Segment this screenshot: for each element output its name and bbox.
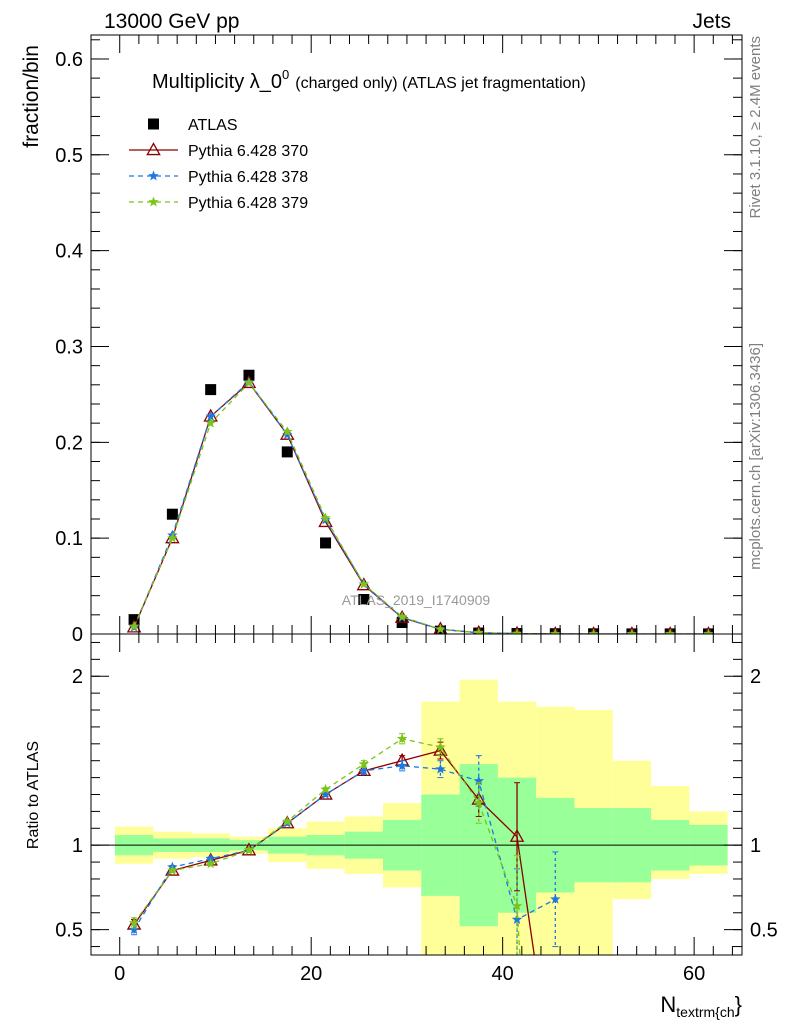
data-point: [167, 532, 178, 543]
data-point: [205, 384, 217, 396]
ratio-point: [282, 816, 293, 826]
ratio-point: [509, 828, 525, 842]
ratio-point: [128, 924, 140, 935]
xtick-label: 0: [114, 963, 125, 985]
main-ytick-label: 0: [72, 624, 83, 646]
legend-marker: [148, 196, 159, 207]
data-point: [473, 627, 484, 634]
data-point: [396, 611, 408, 622]
legend: ATLAS Pythia 6.428 370 Pythia 6.428 378 Pyt…: [129, 117, 308, 212]
main-ytick-label: 0.5: [55, 145, 83, 167]
ratio-ytick-label-right: 2: [750, 666, 761, 688]
x-axis-label: Ntextrm{ch}: [660, 992, 742, 1020]
data-point: [550, 628, 561, 634]
xtick-label: 20: [300, 963, 322, 985]
ratio-ylabel: Ratio to ATLAS: [25, 741, 42, 849]
data-point: [703, 628, 714, 634]
legend-label: Pythia 6.428 379: [188, 195, 308, 212]
ratio-point: [473, 797, 484, 808]
ratio-point: [358, 758, 370, 769]
data-point: [664, 628, 676, 634]
ratio-point: [167, 865, 178, 875]
rivet-version-label: Rivet 3.1.10, ≥ 2.4M events: [747, 36, 764, 219]
data-point: [511, 628, 523, 634]
data-point: [281, 446, 293, 458]
legend-label: Pythia 6.428 378: [188, 169, 308, 186]
ratio-ytick-label: 2: [72, 666, 83, 688]
data-point: [320, 512, 331, 523]
ratio-line: [133, 738, 521, 955]
main-ytick-label: 0.3: [55, 336, 83, 358]
data-point: [166, 508, 178, 520]
ratio-point: [320, 783, 331, 794]
analysis-watermark: ATLAS_2019_I1740909: [342, 592, 491, 608]
legend-entry-pythia-6-428-378: Pythia 6.428 378: [129, 169, 308, 186]
ratio-line: [133, 765, 556, 930]
ratio-point: [511, 914, 523, 924]
ratio-point: [396, 733, 408, 744]
data-point: [626, 628, 638, 634]
legend-marker: [146, 142, 161, 156]
legend-label: Pythia 6.428 370: [188, 143, 308, 160]
ratio-ytick-label: 0.5: [55, 920, 83, 942]
main-ytick-label: 0.2: [55, 432, 83, 454]
legend-entry-pythia-6-428-379: Pythia 6.428 379: [129, 195, 308, 212]
ratio-axes: 0.5 0.51 12 20 20 40 60: [55, 634, 778, 985]
ratio-point: [128, 917, 140, 928]
ratio-point: [243, 844, 255, 855]
ratio-point: [550, 893, 561, 904]
main-axes: 0 0.1 0.2 0.3 0.4 0.5 0.6: [55, 35, 742, 646]
data-point: [282, 426, 293, 437]
ratio-point: [473, 775, 484, 786]
mcplots-label: mcplots.cern.ch [arXiv:1306.3436]: [747, 343, 764, 570]
series-line: [133, 381, 709, 634]
data-point: [588, 628, 599, 634]
data-point: [205, 410, 216, 421]
series-pythia-6-428-379: [128, 377, 714, 634]
data-point: [320, 537, 332, 549]
legend-entry-atlas: ATLAS: [148, 117, 238, 134]
beam-energy-label: 13000 GeV pp: [104, 10, 239, 33]
ratio-point: [358, 765, 370, 776]
ratio-point: [205, 858, 216, 869]
data-point: [358, 593, 370, 605]
main-plot-area: [126, 369, 714, 634]
ratio-ytick-label: 1: [72, 835, 83, 857]
legend-marker: [148, 170, 159, 181]
ratio-point: [511, 900, 523, 911]
process-label: Jets: [692, 10, 731, 33]
xtick-label: 60: [683, 963, 705, 985]
data-point: [358, 578, 370, 589]
main-ytick-label: 0.4: [55, 241, 83, 263]
ratio-point: [435, 741, 446, 752]
data-point: [318, 514, 333, 528]
data-point: [243, 377, 255, 388]
title-main: Multiplicity λ_0: [152, 71, 282, 93]
ratio-point: [320, 789, 331, 799]
data-point: [282, 429, 293, 440]
ratio-point: [433, 742, 448, 756]
legend-label: ATLAS: [188, 117, 238, 134]
ratio-ytick-label-right: 1: [750, 835, 761, 857]
main-ytick-label: 0.6: [55, 49, 83, 71]
uncertainty-bands: [114, 679, 728, 955]
ratio-plot-area: [91, 679, 742, 955]
ratio-point: [205, 853, 216, 864]
title-sup: 0: [282, 67, 289, 82]
legend-entry-pythia-6-428-370: Pythia 6.428 370: [129, 142, 308, 160]
ratio-ytick-label-right: 0.5: [750, 920, 778, 942]
ratio-point: [396, 760, 408, 771]
plot-title: Multiplicity λ_00 (charged only) (ATLAS j…: [152, 67, 586, 93]
ratio-series-pythia-6-428-379: [128, 733, 523, 955]
main-ylabel: fraction/bin: [20, 45, 43, 148]
data-point: [435, 623, 446, 634]
legend-marker: [148, 118, 159, 130]
data-point: [128, 620, 140, 631]
data-point: [205, 417, 216, 428]
main-ytick-label: 0.1: [55, 528, 83, 550]
ratio-point: [435, 763, 446, 774]
xtick-label: 40: [492, 963, 514, 985]
title-sub: (charged only) (ATLAS jet fragmentation): [295, 75, 586, 92]
